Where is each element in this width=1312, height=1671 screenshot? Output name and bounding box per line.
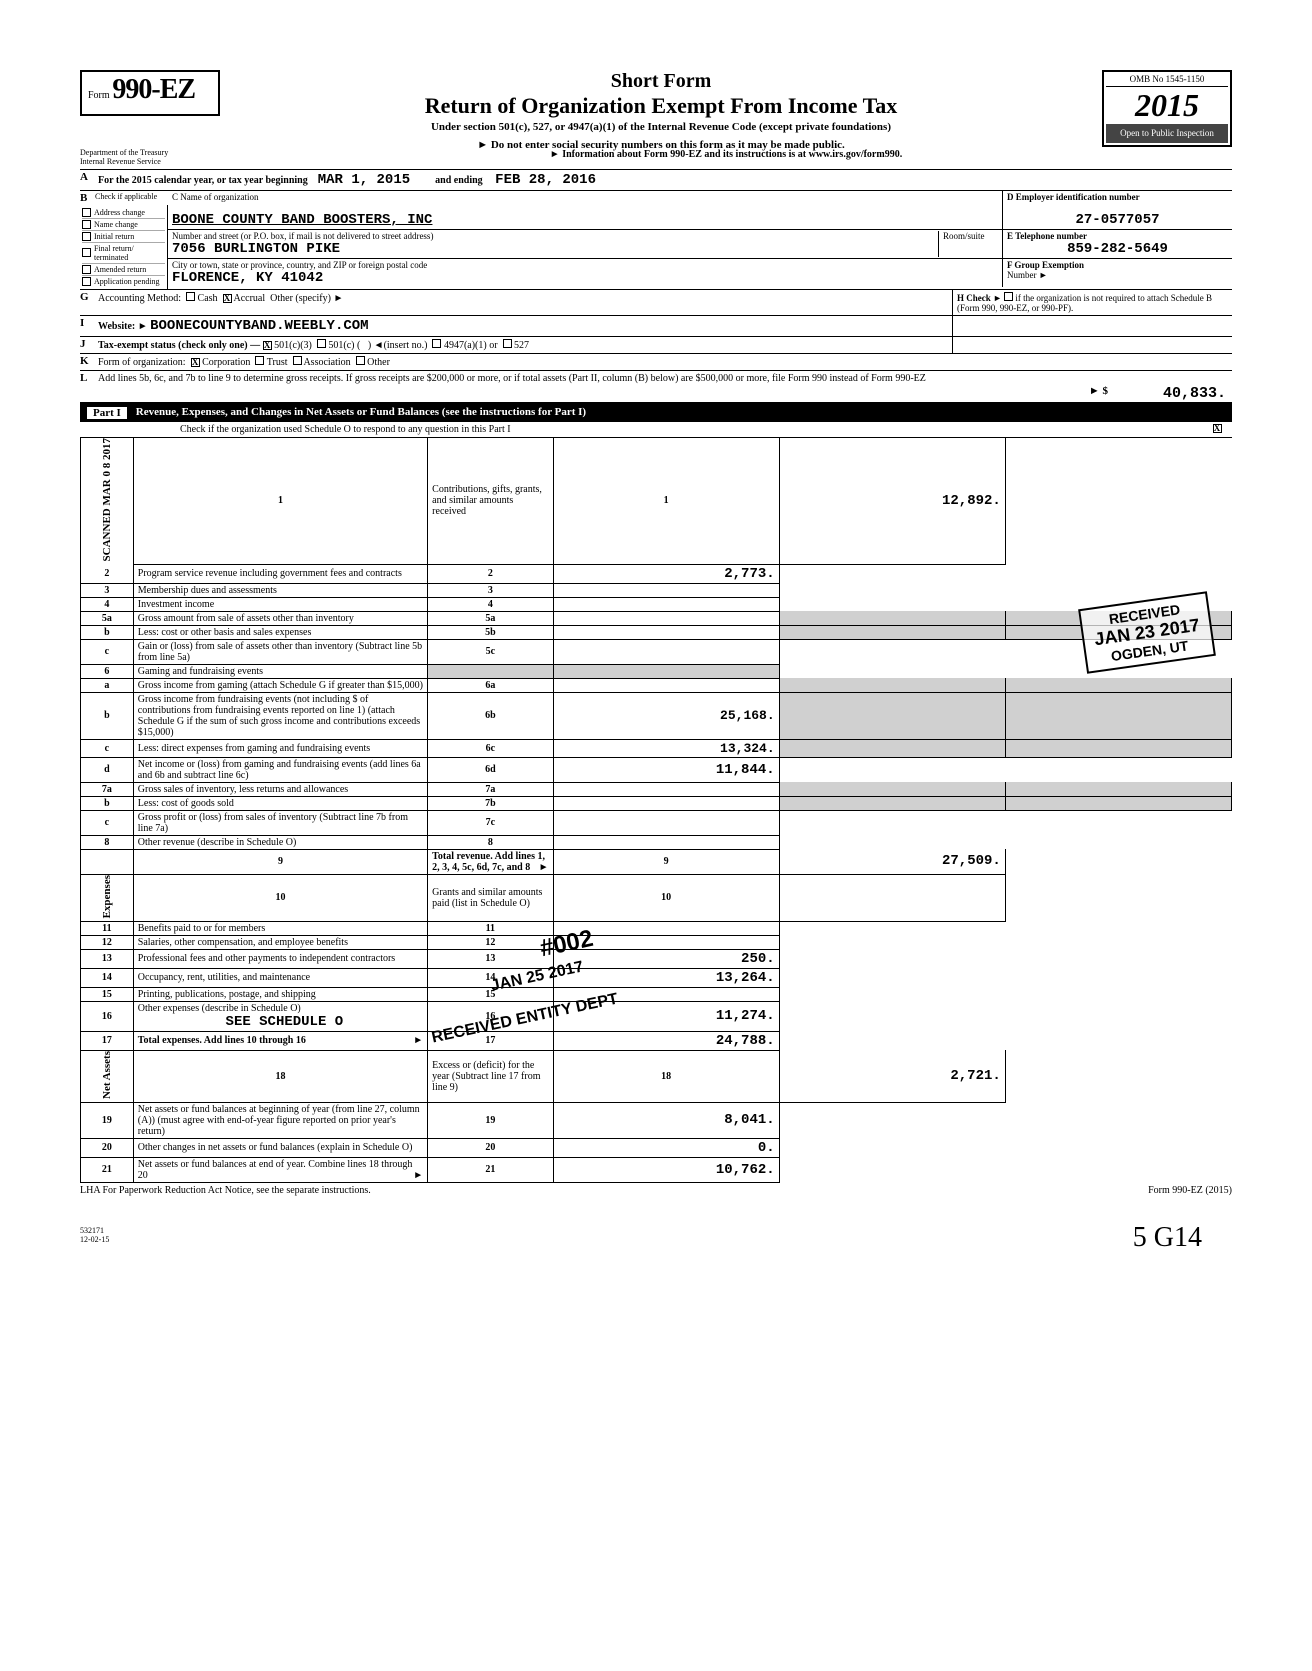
line-A: A For the 2015 calendar year, or tax yea… [80,170,1232,191]
cb-other-org[interactable] [356,356,365,365]
l-arrow: ► $ [1072,371,1112,402]
cb-cash[interactable] [186,292,195,301]
val-6d: 11,844. [553,757,779,782]
side-expenses: Expenses [81,874,134,921]
name-block: C Name of organization BOONE COUNTY BAND… [168,191,1232,289]
part1-title: Revenue, Expenses, and Changes in Net As… [136,406,586,420]
net-assets-eoy: 10,762. [553,1157,779,1182]
part1-check-note: Check if the organization used Schedule … [80,422,1202,437]
j-label: Tax-exempt status (check only one) — [98,340,260,351]
form-number: 990-EZ [112,74,195,105]
c-name-label: C Name of organization [172,192,998,202]
cb-corp[interactable] [191,358,200,367]
l-value: 40,833. [1112,371,1232,402]
letter-J: J [80,337,94,353]
h-label: H Check ► [957,293,1002,303]
val-6c: 13,324. [553,739,779,757]
cb-initial-return[interactable] [82,232,91,241]
letter-G: G [80,290,94,315]
cb-amended[interactable] [82,265,91,274]
a-label: For the 2015 calendar year, or tax year … [98,175,308,186]
val-6b: 25,168. [553,692,779,739]
k-label: Form of organization: [98,357,186,368]
omb-number: OMB No 1545-1150 [1106,74,1228,87]
line-L: L Add lines 5b, 6c, and 7b to line 9 to … [80,371,1232,404]
open-inspection: Open to Public Inspection [1106,124,1228,143]
form-header: Form 990-EZ Short Form Return of Organiz… [80,70,1232,151]
website: BOONECOUNTYBAND.WEEBLY.COM [150,318,368,334]
cb-501c3[interactable] [263,341,272,350]
footer-code: 532171 12-02-15 [80,1226,1232,1244]
a-mid: and ending [435,175,483,186]
part1-label: Part I [86,406,128,420]
line-J: J Tax-exempt status (check only one) — 5… [80,337,1232,354]
phone: 859-282-5649 [1007,241,1228,257]
cb-accrual[interactable] [223,294,232,303]
city-label: City or town, state or province, country… [172,260,998,270]
ein: 27-0577057 [1007,212,1228,228]
part1-bar: Part I Revenue, Expenses, and Changes in… [80,404,1232,422]
total-revenue: 27,509. [779,849,1005,874]
cb-assoc[interactable] [293,356,302,365]
street: 7056 BURLINGTON PIKE [172,241,938,257]
year-box: OMB No 1545-1150 2015 Open to Public Ins… [1102,70,1232,147]
cb-4947[interactable] [432,339,441,348]
line-I: I Website: ► BOONECOUNTYBAND.WEEBLY.COM [80,316,1232,337]
f-label: F Group Exemption [1007,260,1228,270]
i-label: Website: ► [98,321,148,332]
room-label: Room/suite [943,231,998,241]
short-title: Short Form [230,70,1092,93]
cb-501c[interactable] [317,339,326,348]
f-label2: Number ► [1007,270,1228,280]
form-number-box: Form 990-EZ [80,70,220,116]
dept-label: Department of the Treasury Internal Reve… [80,149,220,167]
g-label: Accounting Method: [98,293,181,304]
cb-final-return[interactable] [82,248,91,257]
warn2: ► Information about Form 990-EZ and its … [220,149,1232,167]
city: FLORENCE, KY 41042 [172,270,998,286]
cb-schedule-o-used[interactable] [1213,424,1222,433]
letter-B: B [80,191,94,205]
letter-I: I [80,316,94,336]
tax-year: 2015 [1106,87,1228,124]
total-expenses: 24,788. [553,1031,779,1050]
dept-row: Department of the Treasury Internal Reve… [80,149,1232,170]
form-prefix: Form [88,90,110,101]
side-net-assets: Net Assets [81,1050,134,1102]
cb-527[interactable] [503,339,512,348]
letter-A: A [80,170,94,190]
b-checkboxes: Address change Name change Initial retur… [80,205,168,289]
cb-name-change[interactable] [82,220,91,229]
cb-trust[interactable] [255,356,264,365]
cb-address-change[interactable] [82,208,91,217]
letter-L: L [80,371,94,402]
org-name: BOONE COUNTY BAND BOOSTERS, INC [172,212,998,228]
form-ref: Form 990-EZ (2015) [1148,1185,1232,1196]
line-G-H: G Accounting Method: Cash Accrual Other … [80,290,1232,316]
cb-schedule-b[interactable] [1004,292,1013,301]
lha-notice: LHA For Paperwork Reduction Act Notice, … [80,1185,1148,1196]
title-block: Short Form Return of Organization Exempt… [220,70,1102,151]
subtitle: Under section 501(c), 527, or 4947(a)(1)… [230,121,1092,133]
b-label: Check if applicable [94,191,158,205]
hand-signature: 5 G14 [1133,1222,1202,1254]
a-end: FEB 28, 2016 [495,172,596,188]
footer: LHA For Paperwork Reduction Act Notice, … [80,1183,1232,1196]
main-grid: SCANNED MAR 0 8 2017 1 Contributions, gi… [80,438,1232,1183]
org-info-block: B Check if applicable Address change Nam… [80,191,1232,290]
main-title: Return of Organization Exempt From Incom… [230,93,1092,119]
street-label: Number and street (or P.O. box, if mail … [172,231,938,241]
part1-check-row: Check if the organization used Schedule … [80,422,1232,438]
d-label: D Employer identification number [1007,192,1228,202]
a-begin: MAR 1, 2015 [318,172,410,188]
letter-K: K [80,354,94,370]
cb-app-pending[interactable] [82,277,91,286]
line-K: K Form of organization: Corporation Trus… [80,354,1232,371]
side-scan: SCANNED MAR 0 8 2017 [81,438,134,564]
e-label: E Telephone number [1007,231,1228,241]
l-text: Add lines 5b, 6c, and 7b to line 9 to de… [94,371,1072,402]
